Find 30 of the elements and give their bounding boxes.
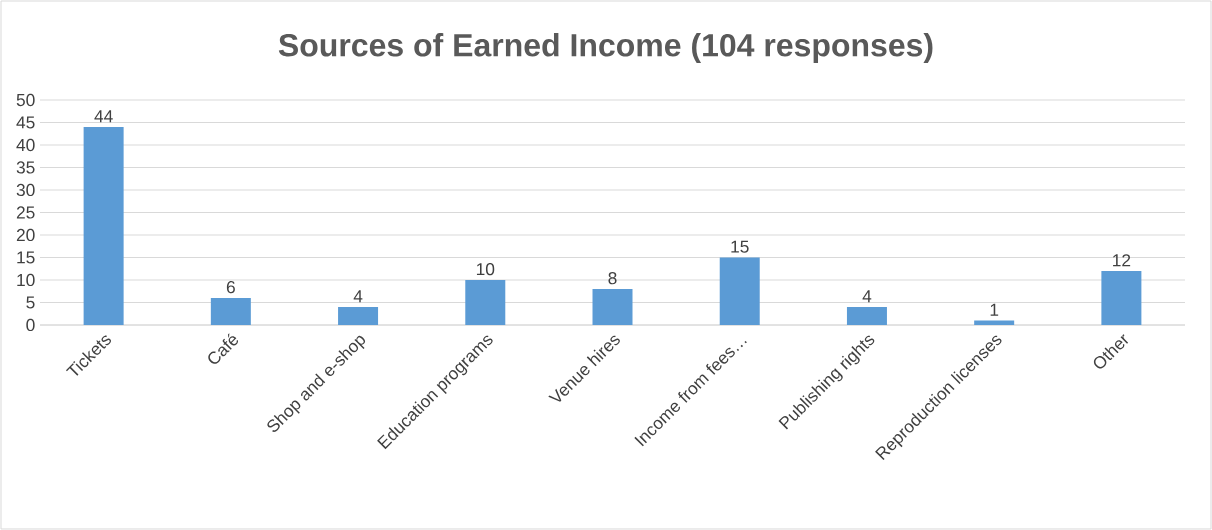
y-tick-label: 30 <box>16 183 35 197</box>
data-label: 1 <box>990 303 999 316</box>
bar <box>719 257 760 325</box>
y-tick-label: 10 <box>17 273 35 287</box>
chart-title: Sources of Earned Income (104 responses) <box>278 33 933 63</box>
bar <box>592 288 633 325</box>
y-tick-label: 0 <box>26 318 35 332</box>
bar <box>465 279 506 325</box>
y-tick-label: 25 <box>16 206 35 219</box>
bar <box>1101 270 1142 325</box>
bar <box>974 320 1015 325</box>
data-label: 8 <box>608 272 617 285</box>
data-label: 4 <box>862 290 872 303</box>
y-tick-label: 45 <box>16 116 35 129</box>
bar <box>338 306 379 325</box>
y-tick-label: 35 <box>16 161 35 174</box>
y-tick-label: 40 <box>16 138 35 152</box>
data-label: 4 <box>353 290 363 303</box>
y-tick-label: 15 <box>17 251 35 264</box>
bar <box>846 306 887 325</box>
y-tick-label: 20 <box>16 228 35 242</box>
data-label: 15 <box>731 240 749 253</box>
y-tick-label: 50 <box>16 93 35 107</box>
data-label: 6 <box>226 281 235 294</box>
data-label: 10 <box>476 263 495 276</box>
y-tick-label: 5 <box>26 296 35 309</box>
bar <box>210 297 251 325</box>
data-label: 12 <box>1113 254 1131 267</box>
bar <box>83 126 124 325</box>
data-label: 44 <box>94 110 113 123</box>
